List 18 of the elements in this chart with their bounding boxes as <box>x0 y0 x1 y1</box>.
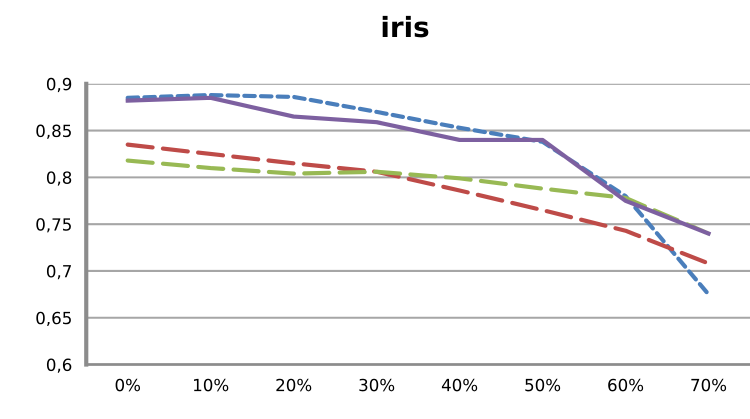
x-tick-label: 0% <box>116 378 140 392</box>
y-tick-label: 0,85 <box>36 124 71 139</box>
x-tick-label: 60% <box>608 378 644 392</box>
x-tick-label: 30% <box>359 378 394 392</box>
y-tick-label: 0,65 <box>36 312 71 326</box>
y-tick-label: 0,7 <box>46 264 71 280</box>
x-tick-label: 40% <box>442 378 478 392</box>
line-series <box>126 92 711 296</box>
y-tick-label: 0,8 <box>46 171 72 186</box>
chart-title: iris <box>382 16 428 38</box>
y-tick-label: 0,9 <box>46 78 72 92</box>
x-tick-label: 10% <box>194 378 228 392</box>
y-tick-label: 0,75 <box>36 218 71 232</box>
x-tick-label: 50% <box>525 378 560 392</box>
y-tick-label: 0,6 <box>46 358 72 373</box>
x-tick-label: 20% <box>276 378 312 392</box>
x-tick-label: 70% <box>691 378 726 392</box>
line-series <box>126 96 711 236</box>
